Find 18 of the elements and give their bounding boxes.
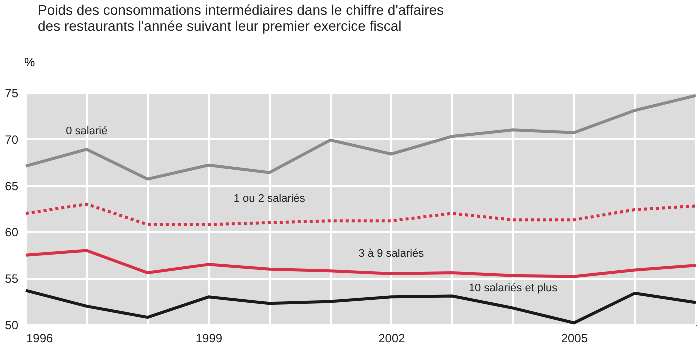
x-tick-label: 2002	[378, 332, 406, 346]
x-tick-label: 2005	[561, 332, 588, 346]
series-label: 10 salariés et plus	[468, 282, 558, 294]
y-tick-label: 55	[5, 272, 19, 286]
x-tick-label: 1996	[26, 332, 54, 346]
chart-title: Poids des consommations intermédiaires dans le chiffre d'affaires des restaurants l'année suivant leur premier exercice fiscal	[38, 2, 444, 34]
line-series	[24, 202, 698, 226]
y-tick-label: 70	[5, 132, 19, 147]
series-label: 1 ou 2 salariés	[234, 192, 306, 205]
series-label: 3 à 9 salariés	[358, 248, 425, 260]
y-axis-title: %	[24, 56, 36, 70]
series-label: 0 salarié	[66, 126, 108, 138]
y-tick-label: 50	[5, 318, 19, 332]
x-tick-label: 1999	[196, 332, 223, 346]
y-tick-label: 65	[5, 179, 19, 194]
y-tick-label: 60	[5, 226, 19, 240]
y-tick-label: 75	[5, 86, 19, 100]
line-series	[24, 249, 698, 278]
